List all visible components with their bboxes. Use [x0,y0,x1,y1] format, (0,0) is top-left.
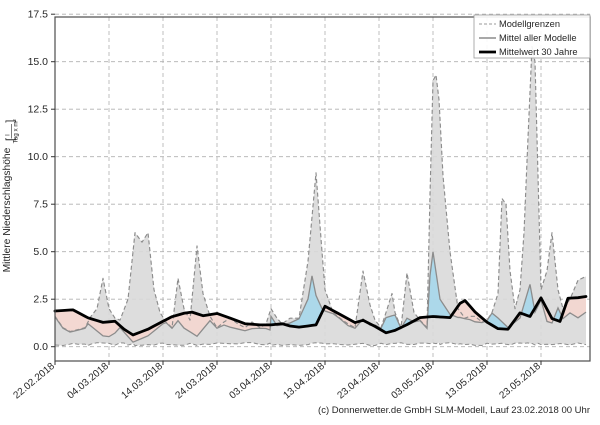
svg-text:l: l [5,134,12,135]
svg-text:04.03.2018: 04.03.2018 [66,361,112,402]
svg-text:10.0: 10.0 [28,151,49,163]
svg-text:Mittelwert 30 Jahre: Mittelwert 30 Jahre [499,47,578,57]
svg-text:7.5: 7.5 [33,199,48,211]
svg-text:2.5: 2.5 [33,294,48,306]
svg-text:24.03.2018: 24.03.2018 [174,361,220,402]
svg-text:13.04.2018: 13.04.2018 [282,361,328,402]
svg-text:Modellgrenzen: Modellgrenzen [499,19,560,29]
svg-text:(c) Donnerwetter.de GmbH SLM-M: (c) Donnerwetter.de GmbH SLM-Modell, Lau… [318,405,590,416]
svg-text:23.05.2018: 23.05.2018 [498,361,544,402]
svg-text:0.0: 0.0 [33,341,48,353]
svg-text:13.05.2018: 13.05.2018 [444,361,490,402]
svg-text:Mittel aller Modelle: Mittel aller Modelle [499,33,577,43]
svg-text:22.02.2018: 22.02.2018 [12,361,58,402]
svg-text:5.0: 5.0 [33,246,48,258]
svg-text:17.5: 17.5 [28,9,49,21]
svg-text:03.05.2018: 03.05.2018 [390,361,436,402]
svg-text:]: ] [5,120,17,123]
svg-text:15.0: 15.0 [28,56,49,68]
svg-text:12.5: 12.5 [28,104,49,116]
svg-text:Mittlere Niederschlagshöhe: Mittlere Niederschlagshöhe [2,147,13,272]
svg-text:23.04.2018: 23.04.2018 [336,361,382,402]
svg-text:14.03.2018: 14.03.2018 [120,361,166,402]
svg-text:03.04.2018: 03.04.2018 [228,361,274,402]
